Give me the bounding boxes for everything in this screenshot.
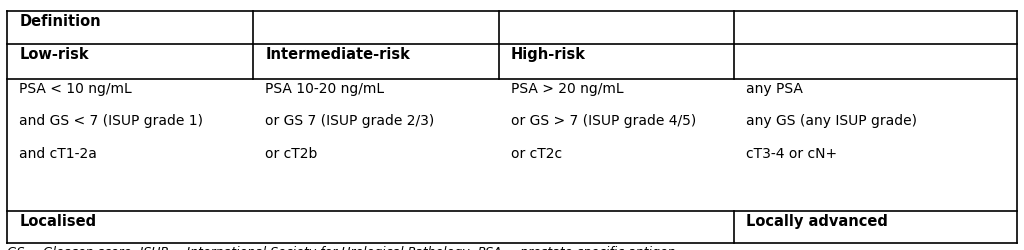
Text: PSA < 10 ng/mL

and GS < 7 (ISUP grade 1)

and cT1-2a: PSA < 10 ng/mL and GS < 7 (ISUP grade 1)…	[19, 82, 204, 160]
Text: PSA 10-20 ng/mL

or GS 7 (ISUP grade 2/3)

or cT2b: PSA 10-20 ng/mL or GS 7 (ISUP grade 2/3)…	[265, 82, 434, 160]
Text: PSA > 20 ng/mL

or GS > 7 (ISUP grade 4/5)

or cT2c: PSA > 20 ng/mL or GS > 7 (ISUP grade 4/5…	[511, 82, 696, 160]
Text: Definition: Definition	[19, 14, 101, 29]
Text: Locally advanced: Locally advanced	[746, 214, 889, 229]
Text: Low-risk: Low-risk	[19, 47, 89, 62]
Text: Intermediate-risk: Intermediate-risk	[265, 47, 410, 62]
Text: GS = Gleason score; ISUP = International Society for Urological Pathology; PSA =: GS = Gleason score; ISUP = International…	[7, 246, 680, 250]
Text: High-risk: High-risk	[511, 47, 586, 62]
Text: Localised: Localised	[19, 214, 96, 229]
Text: any PSA

any GS (any ISUP grade)

cT3-4 or cN+: any PSA any GS (any ISUP grade) cT3-4 or…	[746, 82, 918, 160]
